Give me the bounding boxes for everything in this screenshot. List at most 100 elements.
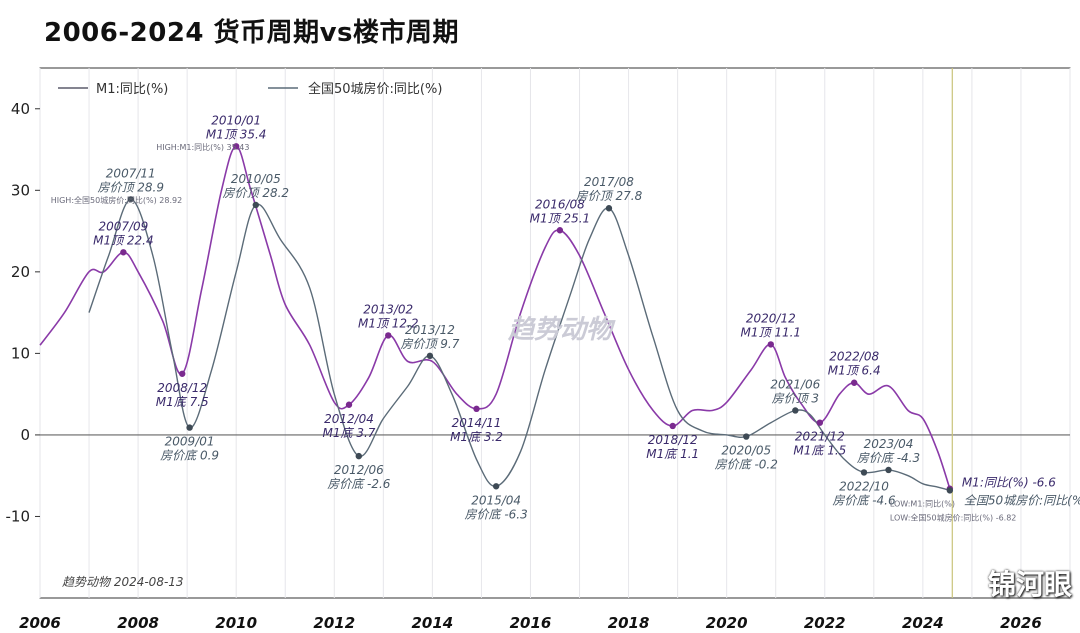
annotation-label: 全国50城房价:同比(%): [964, 493, 1080, 507]
x-tick-label: 2008: [117, 614, 159, 632]
annotation-label: 房价顶 28.9: [97, 180, 164, 194]
annotation-label: M1底 1.1: [646, 447, 699, 461]
x-tick-label: 2016: [510, 614, 552, 632]
annotation-marker: [179, 370, 186, 377]
annotation-marker: [743, 433, 750, 440]
annotation-label: 2009/01: [165, 435, 215, 449]
annotation-label: 2008/12: [157, 381, 207, 395]
grid: [39, 68, 1071, 598]
annotation-label: 2022/10: [839, 479, 889, 493]
annotation-label: 2020/05: [721, 444, 771, 458]
x-tick-label: 2018: [608, 614, 650, 632]
corner-logo: 锦河眼: [987, 568, 1072, 601]
annotation-label: M1底 3.2: [450, 430, 503, 444]
annotation-label: 2016/08: [535, 197, 585, 211]
x-tick-label: 2022: [804, 614, 846, 632]
y-tick-label: 0: [20, 426, 30, 444]
annotation-label: 2022/08: [829, 350, 879, 364]
y-tick-label: 40: [11, 100, 30, 118]
x-tick-label: 2006: [19, 614, 61, 632]
annotation-label: 2010/01: [211, 113, 261, 127]
annotation-label: M1顶 35.4: [206, 127, 267, 141]
annotation-marker: [946, 487, 954, 494]
annotation-label: 房价顶 9.7: [400, 337, 459, 351]
annotation-label: 2020/12: [746, 311, 796, 325]
annotation-label: 2014/11: [452, 416, 502, 430]
annotation-marker: [232, 143, 240, 150]
annotation-marker: [669, 422, 676, 430]
annotation-label: M1顶 12.2: [358, 316, 419, 330]
watermark: 趋势动物: [507, 315, 616, 345]
annotation-marker: [860, 469, 868, 476]
annotation-marker: [473, 405, 480, 413]
annotation-marker: [885, 466, 892, 474]
annotation-marker: [345, 401, 353, 408]
annotation-label: 2023/04: [864, 437, 914, 451]
annotation-label: 房价底 0.9: [160, 449, 219, 463]
annotation-marker: [355, 452, 363, 460]
annotation-label: M1底 3.7: [323, 426, 376, 440]
annotation-label: 房价顶 28.2: [223, 186, 290, 200]
annotation-label: 房价底 -0.2: [715, 458, 778, 472]
legend: M1:同比(%) 全国50城房价:同比(%): [58, 81, 442, 97]
annotation-marker: [556, 227, 564, 234]
page-title: 2006-2024 货币周期vs楼市周期: [44, 18, 459, 48]
annotation-marker: [426, 352, 434, 360]
annotation-marker: [492, 483, 500, 490]
annotation-marker: [120, 249, 127, 256]
x-tick-label: 2012: [313, 614, 355, 632]
annotation-label: 2013/02: [363, 302, 413, 316]
footer-text: 趋势动物 2024-08-13: [62, 575, 184, 589]
annotation-label: 2007/11: [106, 166, 156, 180]
annotation-label: M1顶 11.1: [741, 325, 802, 339]
extreme-label: HIGH:全国50城房价:同比(%) 28.92: [51, 195, 182, 205]
annotation-label: 2007/09: [98, 219, 148, 233]
extreme-label: LOW:M1:同比(%): [890, 499, 955, 509]
annotation-marker: [605, 205, 613, 212]
annotation-marker: [127, 196, 134, 203]
plot-frame: [39, 67, 1071, 599]
y-tick-label: 20: [11, 263, 30, 281]
x-tick-label: 2020: [706, 614, 748, 632]
ticks: -10 0 10 20 30 40 2006 2008 2010 2012 2014 2016 2018…: [6, 100, 1042, 632]
y-tick-label: 10: [11, 344, 30, 362]
annotation-marker: [850, 379, 858, 386]
x-tick-label: 2010: [215, 614, 257, 632]
annotation-label: M1顶 6.4: [828, 364, 881, 378]
annotation-label: 2021/12: [795, 430, 845, 444]
series-line-house: [88, 198, 951, 492]
annotation-marker: [385, 332, 392, 339]
annotation-marker: [816, 419, 824, 426]
annotation-label: 2015/04: [471, 493, 521, 507]
annotation-label: 2013/12: [405, 323, 455, 337]
extreme-label: LOW:全国50城房价:同比(%) -6.82: [890, 512, 1017, 522]
legend-label-house: 全国50城房价:同比(%): [308, 81, 442, 97]
annotation-marker: [792, 407, 799, 414]
annotation-label: M1底 7.5: [156, 395, 209, 409]
annotation-label: 房价底 -6.3: [465, 507, 528, 521]
annotation-label: M1顶 22.4: [93, 233, 154, 247]
annotation-label: 2012/06: [334, 463, 384, 477]
annotation-label: 房价底 -2.6: [327, 477, 391, 491]
y-tick-label: -10: [6, 507, 31, 525]
annotation-label: 2012/04: [324, 412, 374, 426]
annotation-label: 2017/08: [584, 175, 634, 189]
annotation-marker: [252, 201, 260, 209]
annotation-marker: [186, 424, 193, 431]
annotation-label: 房价顶 3: [772, 391, 819, 405]
annotation-label: 房价顶 27.8: [576, 189, 643, 203]
annotation-label: 2010/05: [231, 172, 281, 186]
annotation-label: 房价底 -4.3: [857, 451, 920, 465]
y-tick-label: 30: [11, 181, 30, 199]
annotation-marker: [767, 341, 775, 348]
x-tick-label: 2026: [1000, 614, 1042, 632]
annotation-label: M1:同比(%) -6.6: [962, 476, 1056, 490]
annotation-label: M1顶 25.1: [530, 211, 591, 225]
annotation-label: 房价底 -4.6: [832, 493, 896, 507]
extreme-label: HIGH:M1:同比(%) 35.43: [156, 142, 249, 152]
annotation-label: 2021/06: [770, 377, 820, 391]
annotation-label: 2018/12: [648, 433, 698, 447]
annotation-label: M1底 1.5: [793, 444, 846, 458]
